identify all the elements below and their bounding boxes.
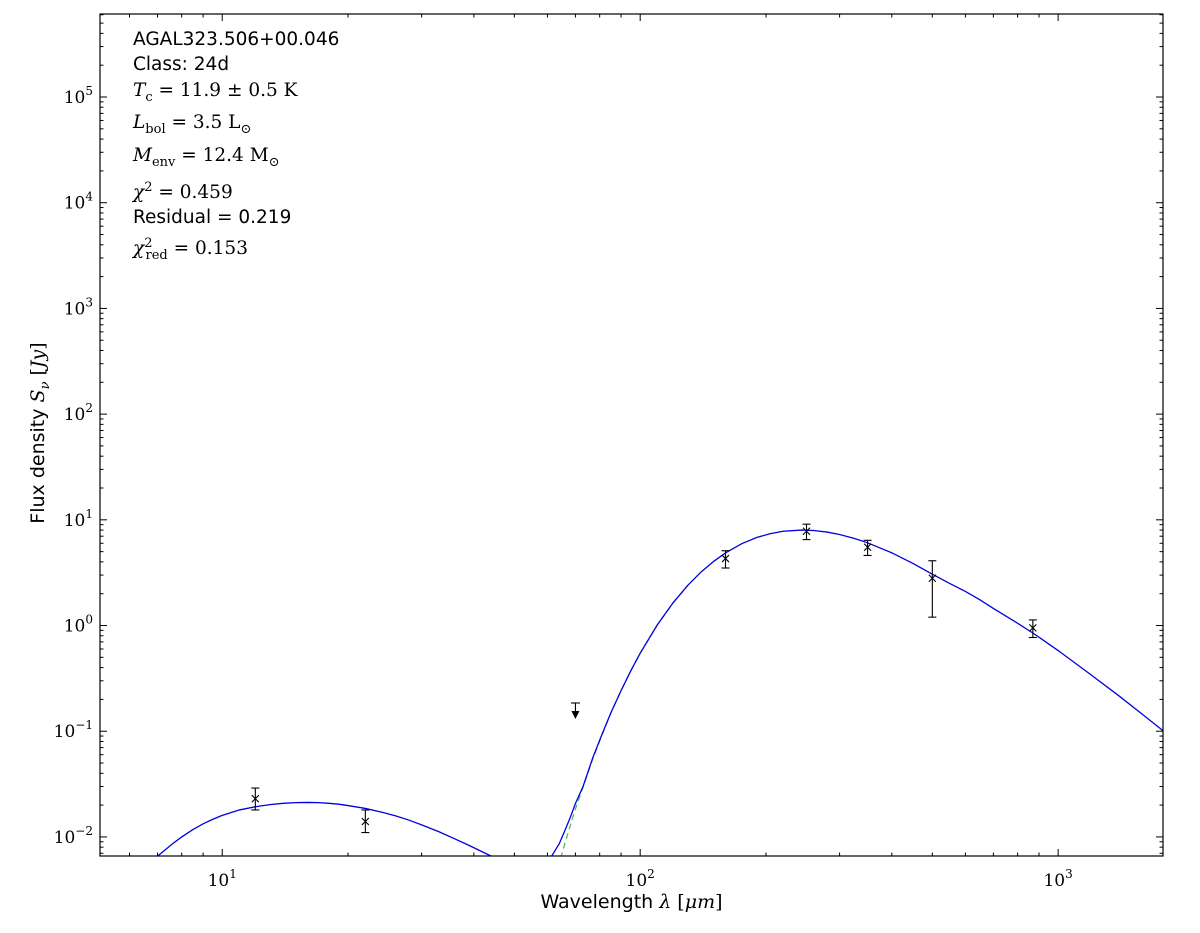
text-segment: 2 (144, 235, 153, 251)
chi-squared-reduced: χ2red = 0.153 (133, 231, 339, 268)
text-segment: ⊙ (240, 122, 252, 138)
data-point (721, 550, 730, 569)
text-segment: Residual = 0.219 (133, 207, 292, 229)
axes-frame (99, 13, 1164, 857)
envelope-mass: Menv = 12.4 M⊙ (133, 143, 339, 175)
data-point (802, 523, 811, 541)
y-tick-label: 104 (64, 190, 94, 214)
text-segment: ⊙ (268, 154, 280, 170)
annotation-block: AGAL323.506+00.046 Class: 24d Tc = 11.9 ± … (133, 27, 339, 268)
y-tick-label: 10−1 (54, 718, 93, 742)
text-segment: μm (684, 891, 716, 913)
text-segment: [ (671, 891, 685, 913)
text-segment: Flux density (27, 402, 49, 524)
text-segment: env (151, 154, 176, 170)
text-segment: λ (659, 891, 672, 913)
text-segment: = 0.153 (167, 237, 248, 259)
data-point (928, 560, 937, 618)
data-point (251, 787, 260, 811)
cold-greybody-component-curve (560, 584, 689, 856)
bolometric-luminosity: Lbol = 3.5 L⊙ (133, 110, 339, 142)
residual: Residual = 0.219 (133, 205, 339, 230)
text-segment: [ (27, 368, 49, 382)
x-tick-label: 103 (1043, 867, 1072, 891)
text-segment: AGAL323.506+00.046 (133, 29, 340, 50)
chi-squared: χ2 = 0.459 (133, 175, 339, 205)
class-label: Class: 24d (133, 52, 339, 77)
text-segment: red (145, 247, 168, 263)
down-arrow-icon (571, 710, 580, 719)
data-point (863, 539, 872, 557)
text-segment: = 0.459 (152, 182, 233, 204)
text-segment: T (133, 79, 146, 101)
total-model-fit-curve (156, 529, 1163, 856)
x-tick-label: 102 (626, 867, 655, 891)
text-segment: ] (715, 891, 723, 913)
text-segment: χ (133, 182, 145, 204)
y-tick-label: 103 (64, 295, 93, 319)
y-tick-label: 100 (64, 613, 93, 637)
text-segment: Class: 24d (133, 54, 230, 76)
text-segment: = 3.5 L (165, 112, 241, 134)
text-segment: = 11.9 ± 0.5 K (152, 79, 298, 101)
text-segment: S (27, 389, 49, 403)
dust-temperature: Tc = 11.9 ± 0.5 K (133, 78, 339, 110)
x-axis-label: Wavelength λ [μm] (100, 891, 1163, 913)
text-segment: bol (145, 122, 166, 138)
y-tick-label: 101 (64, 507, 93, 531)
text-segment: M (133, 144, 152, 166)
y-tick-label: 105 (64, 84, 93, 108)
text-segment: 2 (144, 180, 153, 196)
text-segment: = 12.4 M (175, 144, 269, 166)
data-point (570, 702, 580, 719)
y-tick-label: 10−2 (54, 824, 93, 848)
data-point (361, 809, 370, 834)
data-point (1028, 619, 1037, 639)
text-segment: ] (27, 342, 49, 350)
text-segment: L (133, 112, 146, 134)
y-axis-label: Flux density Sν [Jy] (27, 342, 53, 523)
y-tick-label: 102 (64, 401, 93, 425)
text-segment: c (145, 89, 153, 105)
text-segment: Wavelength (540, 891, 660, 913)
text-segment: Jy (27, 349, 49, 369)
data-points (251, 523, 1037, 834)
x-tick-label: 101 (208, 867, 237, 891)
text-segment: ν (38, 381, 53, 390)
source-name: AGAL323.506+00.046 (133, 27, 339, 52)
text-segment: χ (133, 237, 145, 259)
